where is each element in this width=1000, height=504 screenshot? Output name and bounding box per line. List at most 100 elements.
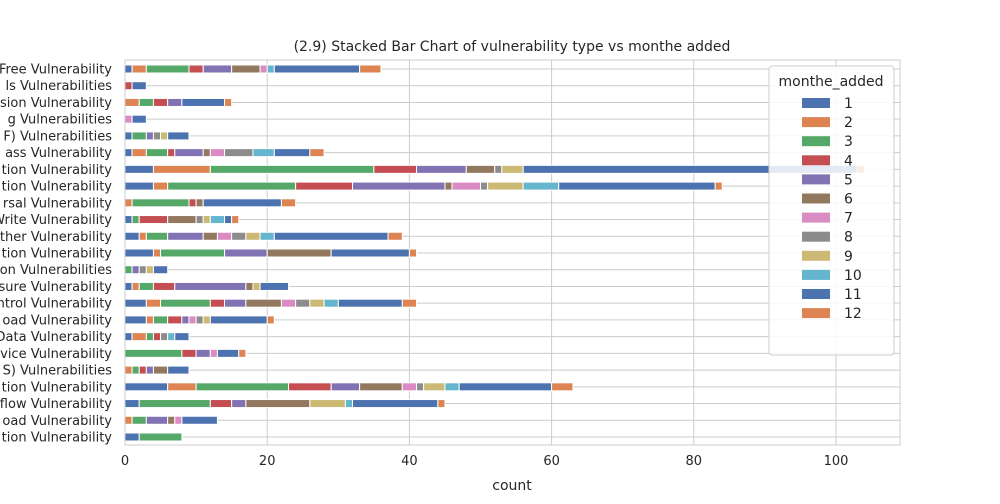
bar-segment-month-2 — [152, 164, 211, 174]
bar-segment-month-6 — [167, 415, 176, 425]
legend-entry-label: 8 — [844, 230, 853, 246]
bar-segment-month-5 — [231, 399, 247, 409]
bar-segment-month-5 — [224, 248, 268, 258]
legend-entry-label: 10 — [844, 268, 862, 284]
chart-title: (2.9) Stacked Bar Chart of vulnerability… — [294, 39, 731, 55]
bar-segment-month-11 — [352, 399, 439, 409]
bar-segment-month-11 — [209, 315, 268, 325]
bars — [124, 64, 865, 442]
bar-segment-month-11 — [330, 248, 410, 258]
bar-segment-month-6 — [245, 399, 311, 409]
bar-segment-month-2 — [145, 315, 154, 325]
bar-segment-month-4 — [188, 64, 204, 74]
bar-segment-month-1 — [124, 148, 133, 158]
bar-segment-month-7 — [174, 415, 183, 425]
bar-segment-month-5 — [330, 382, 361, 392]
bar-segment-month-6 — [231, 64, 261, 74]
bar-segment-month-8 — [152, 131, 162, 141]
bar-segment-month-1 — [124, 164, 154, 174]
bar-segment-month-8 — [195, 315, 204, 325]
bar-segment-month-12 — [280, 198, 297, 208]
bar-segment-month-4 — [209, 298, 226, 308]
category-label: tion Vulnerability — [2, 163, 113, 178]
bar-segment-month-7 — [451, 181, 482, 191]
bar-segment-month-11 — [273, 231, 389, 241]
bar-segment-month-1 — [124, 315, 147, 325]
bar-segment-month-3 — [145, 148, 169, 158]
bar-segment-month-8 — [195, 215, 204, 225]
legend-swatch — [802, 231, 830, 242]
bar-segment-month-5 — [202, 64, 233, 74]
bar-segment-month-1 — [124, 332, 133, 342]
category-label: tion Vulnerability — [2, 431, 113, 446]
bar-segment-month-1 — [124, 215, 133, 225]
legend-swatch — [802, 269, 830, 280]
legend-swatch — [802, 289, 830, 299]
bar-segment-month-1 — [124, 298, 147, 308]
x-tick-label: 60 — [543, 454, 560, 469]
plot-frame — [124, 59, 901, 446]
bar-segment-month-10 — [209, 215, 226, 225]
bar-segment-month-1 — [124, 181, 154, 191]
bar-segment-month-10 — [323, 298, 339, 308]
x-tick-label: 40 — [401, 454, 418, 469]
category-label: ntrol Vulnerability — [0, 297, 112, 312]
bar-segment-month-1 — [124, 281, 133, 291]
bar-segment-month-4 — [138, 365, 147, 375]
bar-segment-month-5 — [167, 97, 183, 107]
bar-segment-month-5 — [131, 265, 140, 275]
bar-segment-month-7 — [124, 114, 133, 124]
bar-segment-month-9 — [145, 265, 154, 275]
bar-segment-month-6 — [167, 215, 197, 225]
bar-segment-month-5 — [174, 281, 247, 291]
bar-segment-month-2 — [124, 97, 140, 107]
bar-segment-month-4 — [188, 198, 197, 208]
bar-segment-month-4 — [373, 164, 418, 174]
bar-segment-month-10 — [167, 332, 176, 342]
bar-segment-month-12 — [551, 382, 574, 392]
category-label: Write Vulnerability — [0, 213, 112, 228]
bar-segment-month-8 — [224, 148, 254, 158]
x-tick-labels: 0 20 40 60 80 100 — [121, 454, 849, 469]
bar-segment-month-1 — [124, 382, 169, 392]
bar-segment-month-2 — [152, 181, 169, 191]
bar-segment-month-6 — [465, 164, 496, 174]
bar-segment-month-9 — [160, 131, 169, 141]
bar-segment-month-9 — [423, 382, 446, 392]
bar-segment-month-9 — [309, 298, 325, 308]
legend-entry-label: 7 — [844, 211, 853, 227]
category-label: tion Vulnerability — [2, 180, 113, 195]
x-tick-label: 0 — [121, 454, 129, 469]
bar-segment-month-12 — [231, 215, 240, 225]
bar-segment-month-9 — [202, 315, 211, 325]
bar-segment-month-10 — [444, 382, 460, 392]
category-label: sion Vulnerability — [0, 96, 112, 111]
bar-segment-month-11 — [181, 97, 226, 107]
bar-segment-month-10 — [259, 231, 275, 241]
bar-segment-month-10 — [266, 64, 275, 74]
bar-segment-month-11 — [202, 198, 282, 208]
bar-segment-month-5 — [145, 365, 154, 375]
bar-segment-month-6 — [359, 382, 403, 392]
bar-segment-month-3 — [167, 181, 297, 191]
bar-segment-month-2 — [131, 148, 147, 158]
legend-entry-label: 1 — [844, 96, 853, 112]
bar-segment-month-2 — [124, 198, 133, 208]
bar-segment-month-3 — [131, 365, 140, 375]
bar-segment-month-2 — [124, 365, 133, 375]
bar-segment-month-10 — [252, 148, 275, 158]
bar-segment-month-7 — [209, 148, 226, 158]
bar-segment-month-2 — [145, 298, 162, 308]
bar-segment-month-3 — [160, 298, 211, 308]
bar-segment-month-3 — [124, 265, 133, 275]
category-label: Data Vulnerability — [0, 330, 112, 345]
bar-segment-month-12 — [266, 315, 275, 325]
category-label: ls Vulnerabilities — [6, 79, 113, 94]
bar-segment-month-12 — [714, 181, 723, 191]
legend-swatch — [802, 117, 830, 128]
bar-segment-month-4 — [167, 315, 183, 325]
legend-swatch — [802, 174, 830, 185]
bar-segment-month-2 — [138, 231, 147, 241]
